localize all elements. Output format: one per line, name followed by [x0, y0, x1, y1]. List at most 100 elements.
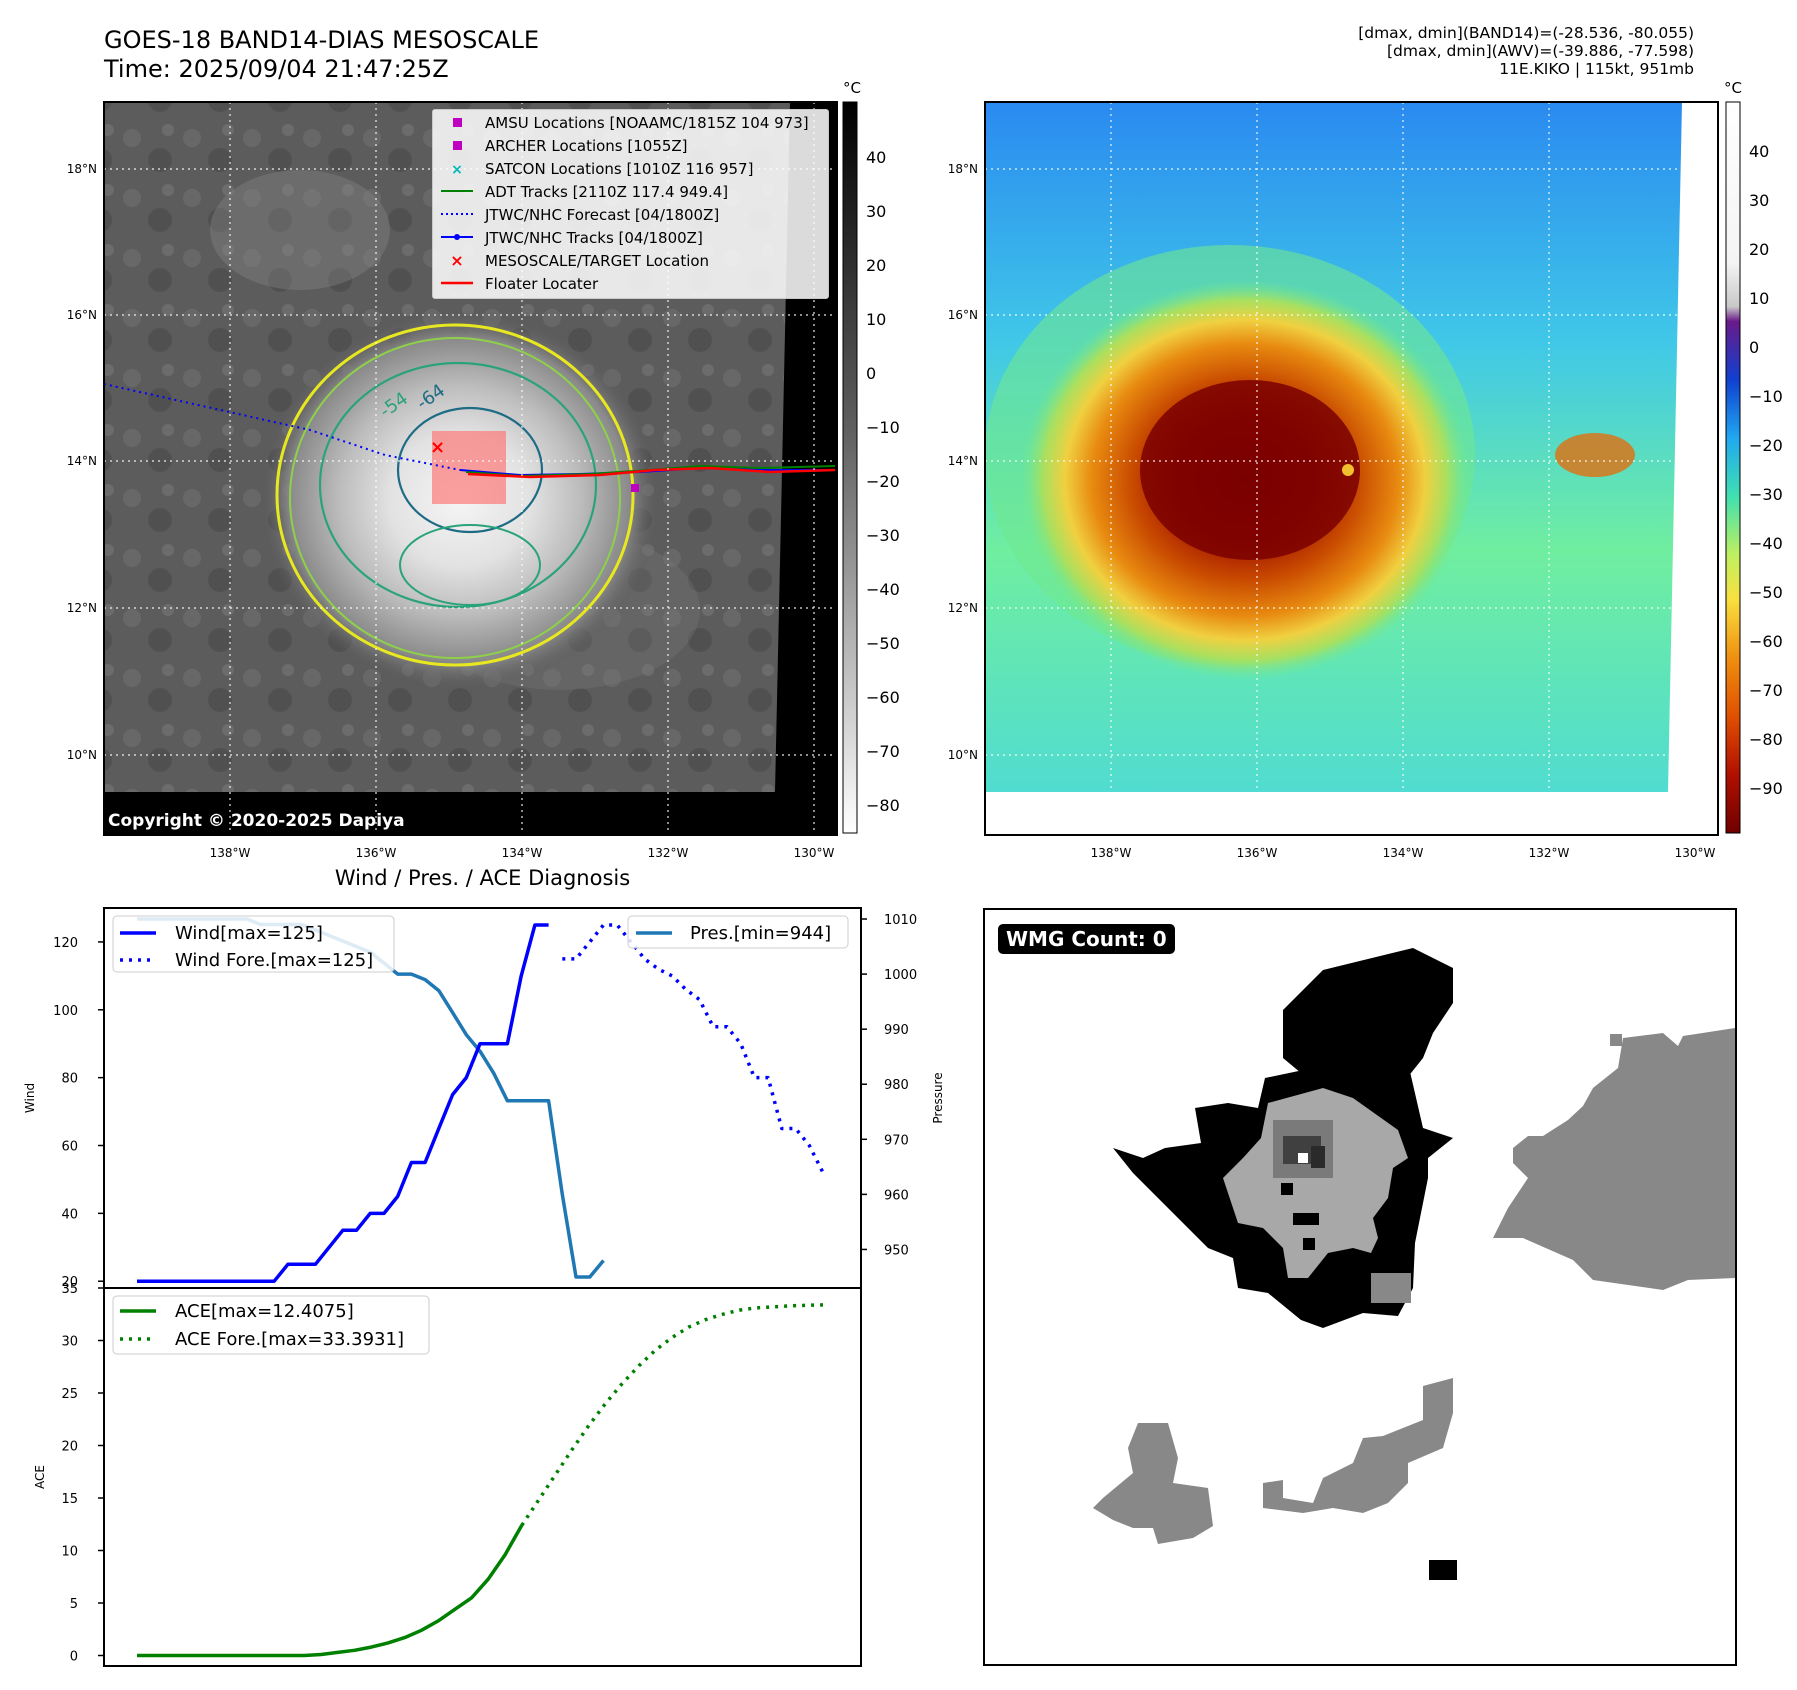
lat-label: 16°N [67, 308, 97, 322]
lat-label: 14°N [67, 454, 97, 468]
title-line2: Time: 2025/09/04 21:47:25Z [104, 55, 449, 83]
ace-tick-label: 30 [61, 1335, 78, 1350]
pres-tick-label: 1000 [884, 968, 917, 983]
wmg-gray-region [1223, 1088, 1408, 1278]
wind-tick-label: 20 [61, 1275, 78, 1290]
pres-tick-label: 990 [884, 1023, 909, 1038]
ace-legend-label: ACE[max=12.4075] [175, 1301, 354, 1322]
map-legend-svg: AMSU Locations [NOAAMC/1815Z 104 973] AR… [441, 114, 809, 293]
right-colorbar [1725, 101, 1741, 834]
pres-tick-label: 970 [884, 1133, 909, 1148]
copyright-text: Copyright © 2020-2025 Dapiya [108, 811, 405, 831]
legend-archer-icon [453, 141, 462, 150]
cbar-tick: −70 [866, 742, 900, 761]
stats-line2: [dmax, dmin](AWV)=(-39.886, -77.598) [1387, 42, 1694, 60]
cbar-tick: −10 [866, 418, 900, 437]
stats-block: [dmax, dmin](BAND14)=(-28.536, -80.055) … [1358, 24, 1694, 78]
cbar-tick: 30 [1749, 191, 1769, 210]
lat-label: 10°N [67, 748, 97, 762]
plot-title: GOES-18 BAND14-DIAS MESOSCALE Time: 2025… [104, 26, 539, 84]
lat-label: 14°N [948, 454, 978, 468]
left-colorbar-unit: °C [843, 79, 861, 97]
pres-legend-label: Pres.[min=944] [690, 923, 831, 944]
ace-fore-legend-label: ACE Fore.[max=33.3931] [175, 1329, 404, 1350]
wind-tick-label: 40 [61, 1207, 78, 1222]
wind-forecast-series-line [562, 923, 825, 1174]
ace-tick-label: 35 [61, 1282, 78, 1297]
left-colorbar [842, 101, 858, 834]
ace-tick-label: 20 [61, 1440, 78, 1455]
cbar-tick: −60 [866, 688, 900, 707]
ace-series-line [137, 1524, 524, 1658]
ace-tick-label: 25 [61, 1387, 78, 1402]
contour-teal [318, 361, 598, 609]
cbar-tick: 0 [1749, 338, 1759, 357]
cbar-tick: −90 [1749, 779, 1783, 798]
cbar-tick: 20 [1749, 240, 1769, 259]
wind-axis-label: Wind [23, 1083, 37, 1113]
lon-label: 134°W [502, 846, 543, 860]
storm-eye [1342, 464, 1354, 476]
left-colorbar-ticks: 40 30 20 10 0 −10 −20 −30 −40 −50 −60 −7… [866, 148, 900, 815]
wmg-bottom-black-spot [1429, 1560, 1457, 1580]
lon-label: 138°W [1091, 846, 1132, 860]
diagnosis-title: Wind / Pres. / ACE Diagnosis [334, 866, 631, 890]
legend-archer: ARCHER Locations [1055Z] [485, 137, 688, 155]
storm-core [1140, 380, 1360, 560]
wind-tick-label: 60 [61, 1140, 78, 1155]
wind-legend: Wind[max=125] Wind Fore.[max=125] [112, 915, 395, 973]
lon-label: 136°W [356, 846, 397, 860]
cbar-tick: 40 [866, 148, 886, 167]
cbar-tick: −10 [1749, 387, 1783, 406]
right-colorbar-unit: °C [1724, 79, 1742, 97]
lat-label: 18°N [67, 162, 97, 176]
lon-label: 138°W [210, 846, 251, 860]
left-map-axis-labels: 138°W 136°W 134°W 132°W 130°W 18°N 16°N … [67, 162, 835, 860]
legend-amsu: AMSU Locations [NOAAMC/1815Z 104 973] [485, 114, 809, 132]
lat-label: 10°N [948, 748, 978, 762]
lon-label: 130°W [794, 846, 835, 860]
legend-adt: ADT Tracks [2110Z 117.4 949.4] [485, 183, 728, 201]
lat-label: 18°N [948, 162, 978, 176]
legend-floater: Floater Locater [485, 275, 599, 293]
lon-label: 134°W [1383, 846, 1424, 860]
wind-legend-label: Wind[max=125] [175, 923, 323, 944]
wmg-count-badge: WMG Count: 0 [998, 924, 1175, 954]
ace-legend: ACE[max=12.4075] ACE Fore.[max=33.3931] [112, 1295, 430, 1355]
cbar-tick: −20 [866, 472, 900, 491]
lat-label: 16°N [948, 308, 978, 322]
cbar-tick: −40 [866, 580, 900, 599]
pres-y-ticks: 950 960 970 980 990 1000 1010 [861, 913, 917, 1258]
wind-tick-label: 100 [53, 1004, 78, 1019]
wind-tick-label: 120 [53, 936, 78, 951]
legend-satcon-icon: × [451, 162, 463, 178]
floater-track [467, 466, 836, 479]
ace-tick-label: 10 [61, 1545, 78, 1560]
wind-y-ticks: 20 40 60 80 100 120 [53, 936, 104, 1290]
wind-fore-legend-label: Wind Fore.[max=125] [175, 950, 373, 971]
cbar-tick: −50 [1749, 583, 1783, 602]
cbar-tick: −50 [866, 634, 900, 653]
right-map-axis-labels: 138°W 136°W 134°W 132°W 130°W 18°N 16°N … [948, 162, 1716, 860]
wind-series-line [137, 923, 549, 1283]
cbar-tick: 40 [1749, 142, 1769, 161]
cbar-tick: −70 [1749, 681, 1783, 700]
cbar-tick: −30 [866, 526, 900, 545]
ace-tick-label: 15 [61, 1492, 78, 1507]
pres-tick-label: 950 [884, 1243, 909, 1258]
stats-line3: 11E.KIKO | 115kt, 951mb [1499, 60, 1694, 78]
legend-target-icon: × [450, 251, 463, 270]
lon-label: 130°W [1675, 846, 1716, 860]
ace-axis-label: ACE [33, 1465, 47, 1489]
cbar-tick: −20 [1749, 436, 1783, 455]
stats-line1: [dmax, dmin](BAND14)=(-28.536, -80.055) [1358, 24, 1694, 42]
lon-label: 132°W [1529, 846, 1570, 860]
legend-forecast: JTWC/NHC Forecast [04/1800Z] [484, 206, 719, 224]
cbar-tick: −80 [1749, 730, 1783, 749]
cbar-tick: 20 [866, 256, 886, 275]
legend-satcon: SATCON Locations [1010Z 116 957] [485, 160, 753, 178]
pres-legend: Pres.[min=944] [627, 915, 849, 949]
cbar-tick: −30 [1749, 485, 1783, 504]
lon-label: 132°W [648, 846, 689, 860]
